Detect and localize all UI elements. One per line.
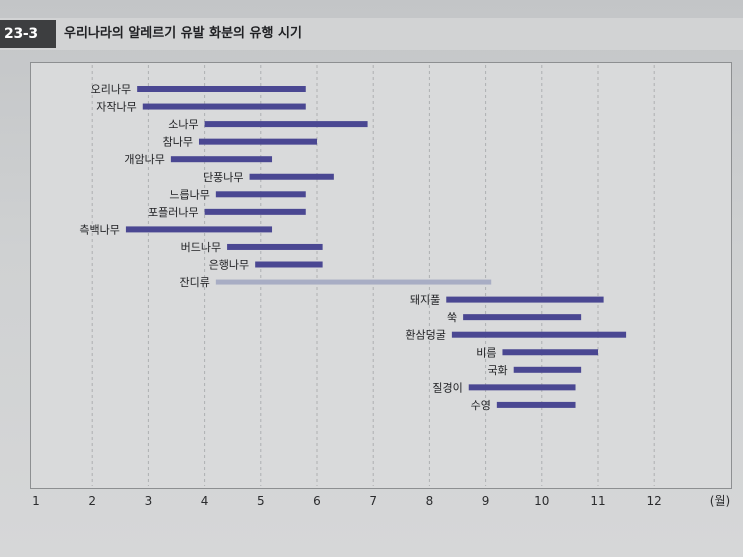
x-tick-label: 4 [201,494,209,508]
bar-label: 환삼덩굴 [405,329,445,342]
bar-16 [502,349,598,356]
bar-label: 오리나무 [91,83,131,96]
x-unit-label: (월) [710,494,730,508]
bar-15 [451,331,627,338]
figure-title: 우리나라의 알레르기 유발 화분의 유행 시기 [64,26,302,41]
bar-label: 포플러나무 [148,206,199,219]
bar-label: 측백나무 [79,223,119,236]
x-tick-label: 9 [482,494,490,508]
bar-8 [204,208,306,215]
bar-14 [463,314,582,321]
bar-label: 비름 [476,346,496,359]
x-tick-label: 8 [426,494,434,508]
bar-label: 국화 [487,364,507,377]
bar-1 [137,86,306,92]
bar-label: 수영 [471,399,491,412]
bar-label: 질경이 [432,381,462,394]
bar-label: 느릅나무 [169,188,209,201]
bar-7 [215,191,306,198]
x-tick-label: 3 [145,494,153,508]
bar-label: 잔디류 [179,276,209,289]
x-tick-label: 10 [534,494,549,508]
bar-2 [142,103,306,110]
chart-frame [30,62,732,489]
x-tick-label: 11 [590,494,605,508]
bar-label: 버드나무 [181,241,221,254]
x-tick-label: 6 [313,494,321,508]
bar-12 [215,279,492,285]
bar-label: 자작나무 [96,101,136,114]
bar-label: 돼지풀 [410,294,440,307]
bar-label: 쑥 [447,311,457,324]
bar-4 [198,138,317,145]
x-tick-label: 5 [257,494,265,508]
bar-11 [255,261,323,268]
x-tick-label: 2 [88,494,96,508]
bar-9 [125,226,273,233]
bar-3 [204,121,368,128]
bar-10 [227,243,323,250]
bar-19 [496,401,576,408]
figure-number: 23-3 [0,20,56,48]
bar-label: 개암나무 [124,153,164,166]
bar-18 [468,384,576,391]
bar-5 [170,156,273,163]
bar-17 [513,366,582,373]
figure-header [0,18,743,50]
bar-13 [446,296,604,303]
x-tick-label: 7 [369,494,377,508]
x-tick-label: 1 [32,494,40,508]
bar-label: 참나무 [163,136,193,149]
x-tick-label: 12 [647,494,662,508]
figure-number-text: 23-3 [4,26,38,42]
bar-label: 은행나무 [209,259,249,272]
bar-label: 단풍나무 [203,171,243,184]
bar-6 [249,173,334,180]
bar-label: 소나무 [168,118,198,131]
